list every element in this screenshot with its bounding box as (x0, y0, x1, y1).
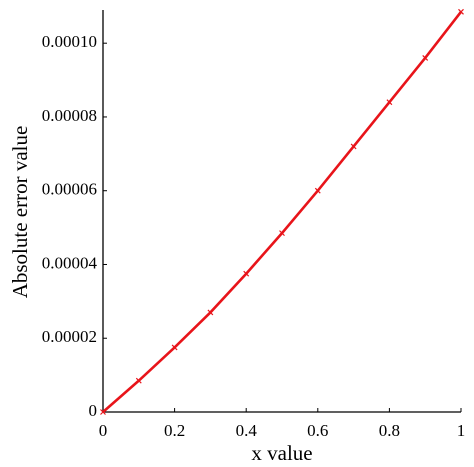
y-tick-label: 0.00002 (42, 327, 97, 346)
point-marker (422, 55, 429, 61)
x-tick-label: 0.8 (379, 421, 400, 440)
y-tick-label: 0.00010 (42, 32, 97, 51)
point-marker (207, 309, 214, 316)
y-axis-title: Absolute error value (8, 126, 32, 299)
x-axis-title: x value (251, 441, 312, 465)
x-tick-label: 0.2 (164, 421, 185, 440)
y-tick-label: 0.00004 (42, 253, 98, 272)
point-marker (100, 409, 106, 415)
x-tick-label: 0.6 (307, 421, 328, 440)
y-tick-label: 0.00008 (42, 106, 97, 125)
point-marker (279, 230, 285, 237)
line (102, 11, 463, 413)
point-marker (135, 377, 142, 384)
x-tick-label: 0 (99, 421, 108, 440)
point-marker (386, 99, 393, 106)
y-tick-label: 0.00006 (42, 180, 97, 199)
x-tick-label: 0.4 (236, 421, 258, 440)
point-marker (314, 187, 321, 194)
point-marker (171, 344, 178, 351)
y-tick-label: 0 (89, 401, 98, 420)
point-marker (243, 270, 250, 277)
x-tick-label: 1 (457, 421, 466, 440)
point-marker (458, 8, 464, 15)
point-marker (350, 143, 357, 150)
